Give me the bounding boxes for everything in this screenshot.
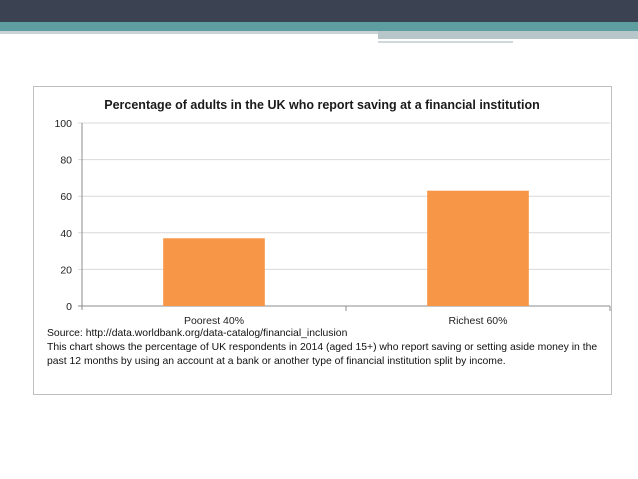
y-tick-label: 40 xyxy=(60,228,72,240)
y-tick-label: 0 xyxy=(66,301,72,313)
description-text: This chart shows the percentage of UK re… xyxy=(47,342,598,367)
source-text: Source: http://data.worldbank.org/data-c… xyxy=(47,328,348,339)
x-category-label: Poorest 40% xyxy=(184,315,244,327)
header-band-grey-right xyxy=(378,31,638,39)
x-category-label: Richest 60% xyxy=(449,315,508,327)
bar xyxy=(427,190,529,306)
header-band-dark xyxy=(0,0,638,22)
header-band-teal xyxy=(0,22,638,31)
chart-frame: Percentage of adults in the UK who repor… xyxy=(33,86,612,395)
bar-chart: Percentage of adults in the UK who repor… xyxy=(54,98,611,327)
gridlines xyxy=(78,122,611,311)
bars xyxy=(163,190,529,306)
y-axis-ticks: 0 20 40 60 80 100 xyxy=(54,118,72,313)
chart-title: Percentage of adults in the UK who repor… xyxy=(104,98,539,112)
y-tick-label: 20 xyxy=(60,264,72,276)
bar xyxy=(163,238,265,306)
chart-caption: Source: http://data.worldbank.org/data-c… xyxy=(47,327,602,369)
y-tick-label: 60 xyxy=(60,191,72,203)
y-tick-label: 100 xyxy=(54,118,72,130)
x-axis-categories: Poorest 40% Richest 60% xyxy=(184,315,508,327)
header-band-grey-left xyxy=(0,31,380,34)
header-band-line xyxy=(378,41,513,43)
y-tick-label: 80 xyxy=(60,155,72,167)
